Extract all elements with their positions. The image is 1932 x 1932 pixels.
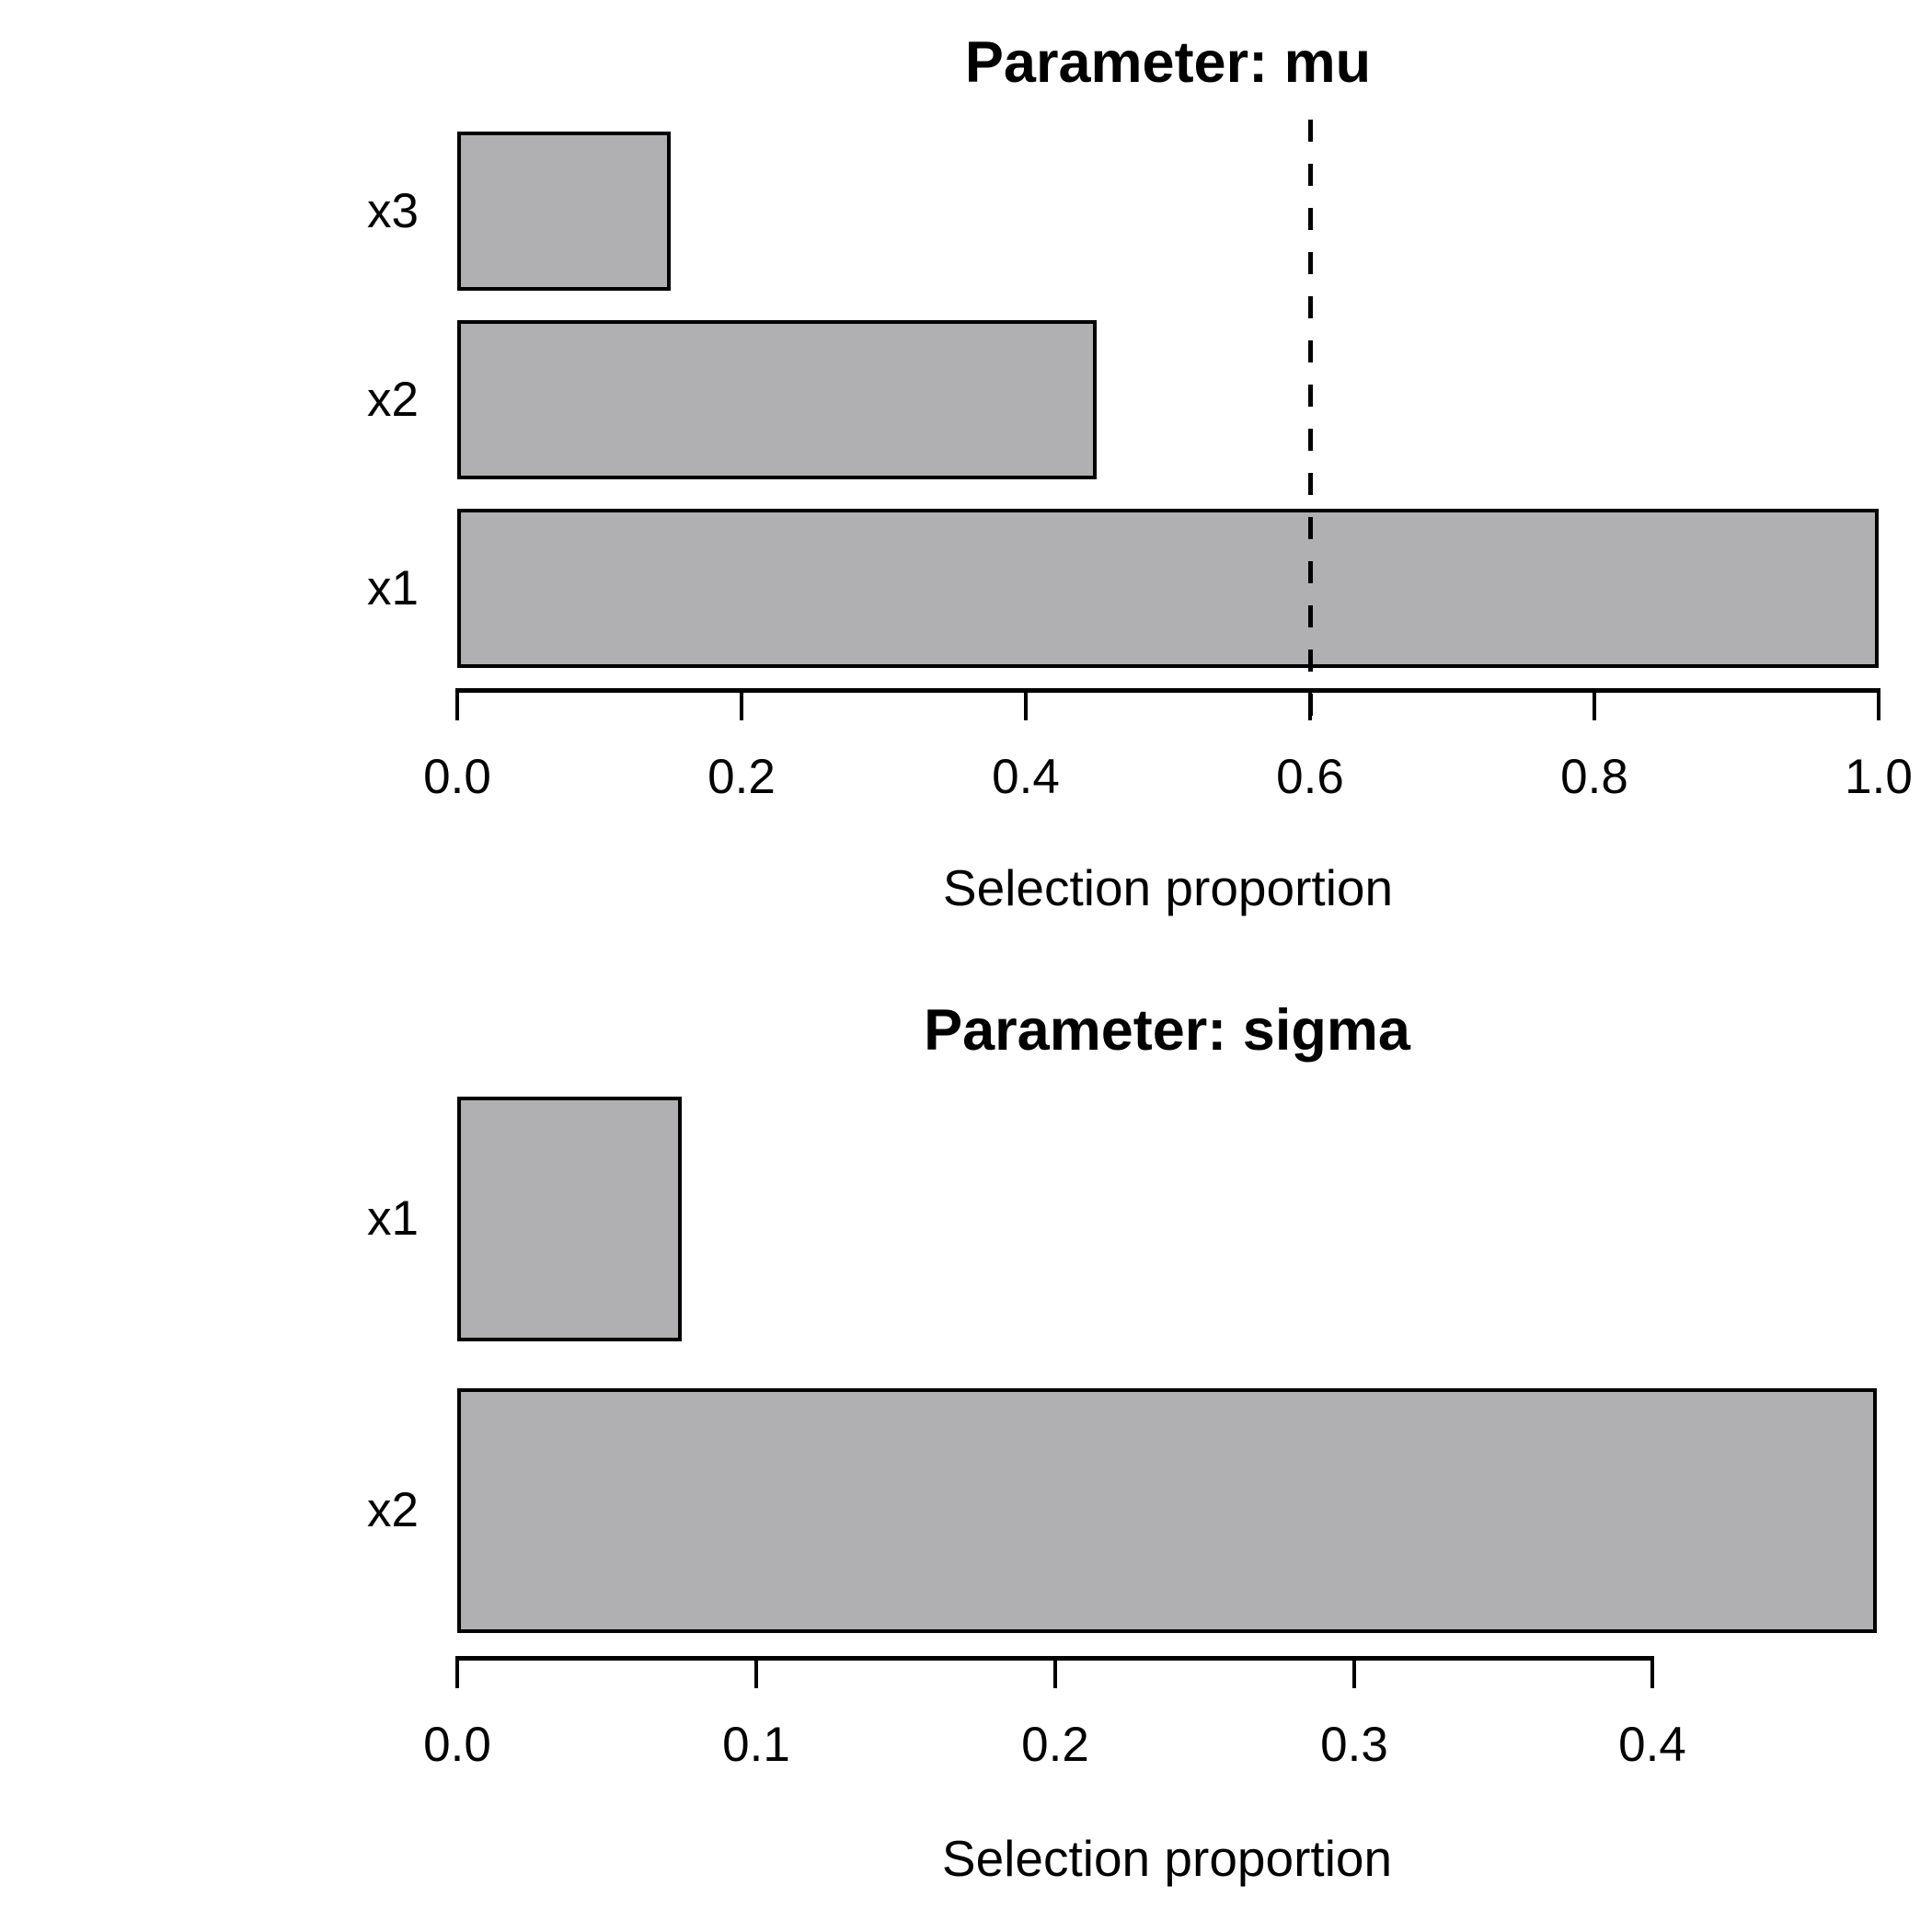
category-label-x3: x3	[367, 183, 419, 238]
bar-x1	[457, 1097, 682, 1341]
x-axis-tick	[1024, 688, 1028, 720]
x-axis-tick	[455, 688, 459, 720]
x-axis-tick-label: 0.1	[722, 1718, 790, 1772]
chart-title-mu: Parameter: mu	[964, 30, 1372, 95]
bar-x2	[457, 1388, 1877, 1633]
x-axis-tick-label: 0.2	[1021, 1718, 1089, 1772]
x-axis-tick	[455, 1656, 459, 1688]
x-axis-tick	[1650, 1656, 1654, 1688]
x-axis-tick	[740, 688, 743, 720]
x-axis-tick	[1593, 688, 1596, 720]
x-axis-tick	[1352, 1656, 1356, 1688]
category-label-x1: x1	[367, 1191, 419, 1246]
x-axis-tick	[1308, 688, 1312, 720]
bar-x1	[457, 509, 1879, 668]
x-axis-line	[455, 688, 1880, 693]
bar-x2	[457, 320, 1097, 479]
x-axis-tick-label: 0.0	[423, 1718, 491, 1772]
x-axis-tick-label: 0.2	[707, 750, 776, 804]
x-axis-tick-label: 0.3	[1320, 1718, 1388, 1772]
threshold-dashed-line	[1308, 120, 1313, 729]
category-label-x1: x1	[367, 560, 419, 615]
x-axis-tick-label: 0.4	[1618, 1718, 1686, 1772]
bar-x3	[457, 132, 671, 291]
x-axis-label-mu: Selection proportion	[942, 859, 1394, 916]
category-label-x2: x2	[367, 1483, 419, 1537]
x-axis-tick-label: 0.6	[1276, 750, 1344, 804]
x-axis-tick-label: 0.8	[1560, 750, 1628, 804]
x-axis-tick	[754, 1656, 758, 1688]
x-axis-tick-label: 0.4	[992, 750, 1060, 804]
x-axis-tick-label: 1.0	[1845, 750, 1913, 804]
x-axis-label-sigma: Selection proportion	[941, 1830, 1393, 1887]
x-axis-tick-label: 0.0	[423, 750, 491, 804]
x-axis-tick	[1053, 1656, 1057, 1688]
x-axis-tick	[1877, 688, 1880, 720]
category-label-x2: x2	[367, 372, 419, 427]
chart-title-sigma: Parameter: sigma	[924, 998, 1410, 1063]
